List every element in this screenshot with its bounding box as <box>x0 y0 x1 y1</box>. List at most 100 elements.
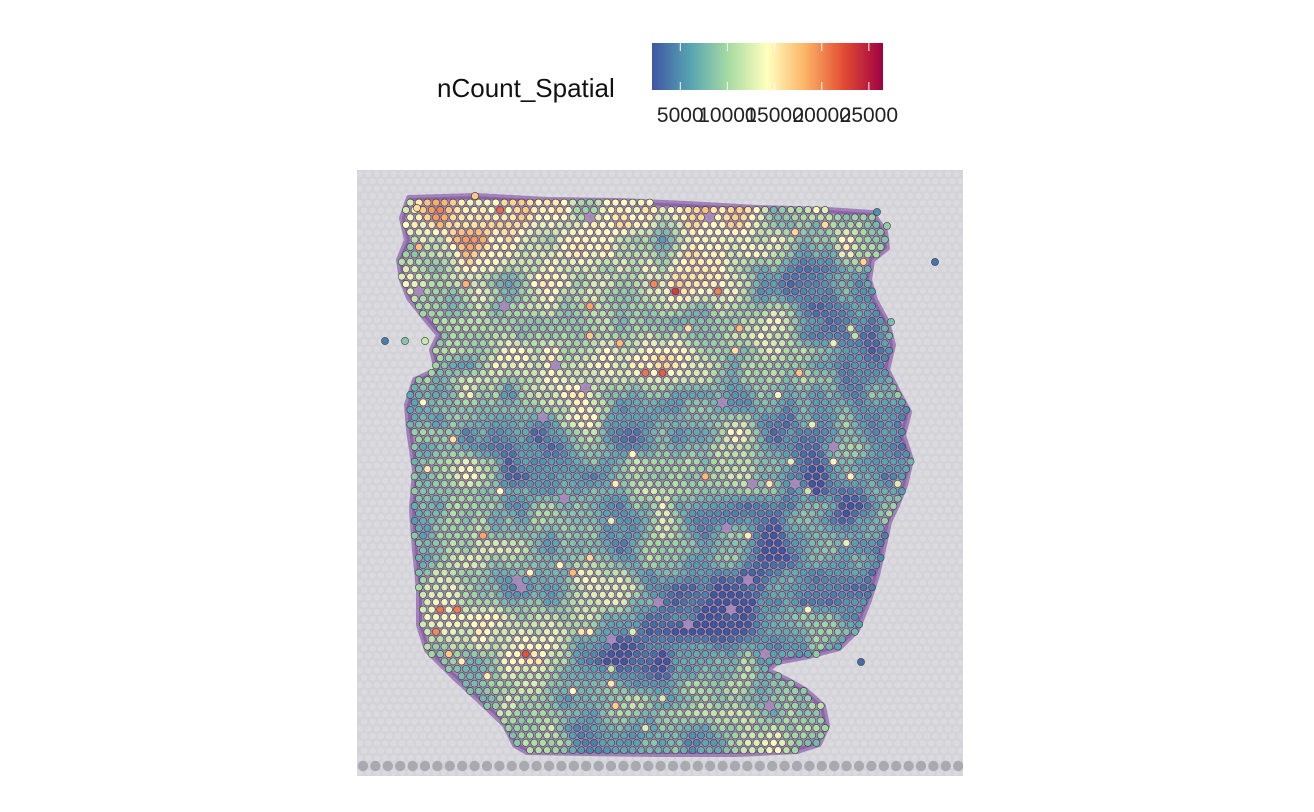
capture-spot <box>361 455 368 462</box>
capture-spot <box>634 185 641 192</box>
capture-spot <box>944 550 952 557</box>
capture-spot <box>919 492 926 499</box>
capture-spot <box>739 192 746 199</box>
capture-spot <box>369 222 376 229</box>
capture-spot <box>398 404 406 411</box>
capture-spot <box>390 638 397 645</box>
capture-spot <box>382 389 389 397</box>
capture-spot <box>860 170 868 178</box>
capture-spot <box>403 557 410 564</box>
capture-spot <box>608 185 616 192</box>
capture-spot <box>856 192 863 199</box>
capture-spot <box>726 170 733 178</box>
capture-spot <box>919 346 926 353</box>
capture-spot <box>789 192 796 199</box>
capture-spot <box>365 535 372 543</box>
capture-spot <box>886 550 893 557</box>
capture-spot <box>403 630 410 637</box>
capture-spot <box>902 258 910 265</box>
capture-spot <box>907 484 914 491</box>
capture-spot <box>911 389 918 397</box>
capture-spot <box>936 462 943 470</box>
capture-spot <box>932 616 939 623</box>
capture-spot <box>953 331 960 338</box>
capture-spot <box>533 185 540 192</box>
capture-spot <box>365 550 372 557</box>
capture-spot <box>961 638 963 644</box>
capture-spot <box>377 543 385 550</box>
capture-spot <box>923 630 931 637</box>
capture-spot <box>587 178 595 185</box>
capture-spot <box>596 178 603 185</box>
capture-spot <box>911 273 918 280</box>
capture-spot <box>512 178 519 185</box>
capture-spot <box>936 433 943 440</box>
capture-spot <box>382 550 389 557</box>
capture-spot <box>373 404 380 411</box>
capture-spot <box>894 550 901 557</box>
capture-spot <box>890 587 897 594</box>
capture-spot <box>386 353 393 360</box>
capture-spot <box>865 645 872 652</box>
capture-spot <box>394 368 401 375</box>
capture-spot <box>919 404 926 411</box>
capture-spot <box>390 535 397 543</box>
capture-spot <box>390 492 397 499</box>
capture-spot <box>377 411 385 418</box>
capture-spot <box>671 192 679 199</box>
capture-spot <box>953 375 960 382</box>
capture-spot <box>818 185 826 192</box>
capture-spot <box>928 243 935 251</box>
capture-spot <box>936 287 943 294</box>
capture-spot <box>928 462 935 470</box>
capture-spot <box>394 295 401 302</box>
capture-spot <box>646 178 653 185</box>
capture-spot <box>936 170 943 178</box>
capture-spot <box>365 521 372 528</box>
capture-spot <box>886 652 893 659</box>
capture-spot <box>911 331 918 338</box>
capture-spot <box>390 594 397 601</box>
capture-spot <box>940 426 947 433</box>
capture-spot <box>911 214 918 221</box>
capture-spot <box>638 178 645 185</box>
capture-spot <box>357 419 364 426</box>
capture-spot <box>403 484 410 491</box>
capture-spot <box>944 214 952 221</box>
capture-spot <box>869 638 876 645</box>
capture-spot <box>365 667 372 674</box>
capture-spot <box>932 178 939 185</box>
capture-spot <box>886 302 893 309</box>
capture-spot <box>907 382 914 389</box>
capture-spot <box>928 273 935 280</box>
capture-spot <box>844 652 851 659</box>
capture-spot <box>961 361 963 367</box>
capture-spot <box>902 506 910 513</box>
capture-spot <box>562 178 569 185</box>
capture-spot <box>797 178 805 185</box>
capture-spot <box>398 652 406 659</box>
capture-spot <box>911 433 918 440</box>
capture-spot <box>655 192 662 199</box>
capture-spot <box>869 185 876 192</box>
capture-spot <box>881 645 889 652</box>
capture-spot <box>407 638 414 645</box>
capture-spot <box>377 616 385 623</box>
capture-spot <box>940 192 947 199</box>
capture-spot <box>713 178 721 185</box>
capture-spot <box>936 316 943 324</box>
capture-spot <box>382 579 389 586</box>
capture-spot <box>386 543 393 550</box>
capture-spot <box>865 616 872 623</box>
capture-spot <box>848 178 855 185</box>
capture-spot <box>923 178 931 185</box>
capture-spot <box>928 638 935 645</box>
color-legend: nCount_Spatial 5000 10000 15000 20000 25000 <box>0 0 1314 140</box>
capture-spot <box>369 441 376 448</box>
capture-spot <box>898 265 905 272</box>
capture-spot <box>940 601 947 608</box>
capture-spot <box>365 389 372 397</box>
capture-spot <box>881 178 889 185</box>
capture-spot <box>928 185 935 192</box>
capture-spot <box>902 360 910 367</box>
